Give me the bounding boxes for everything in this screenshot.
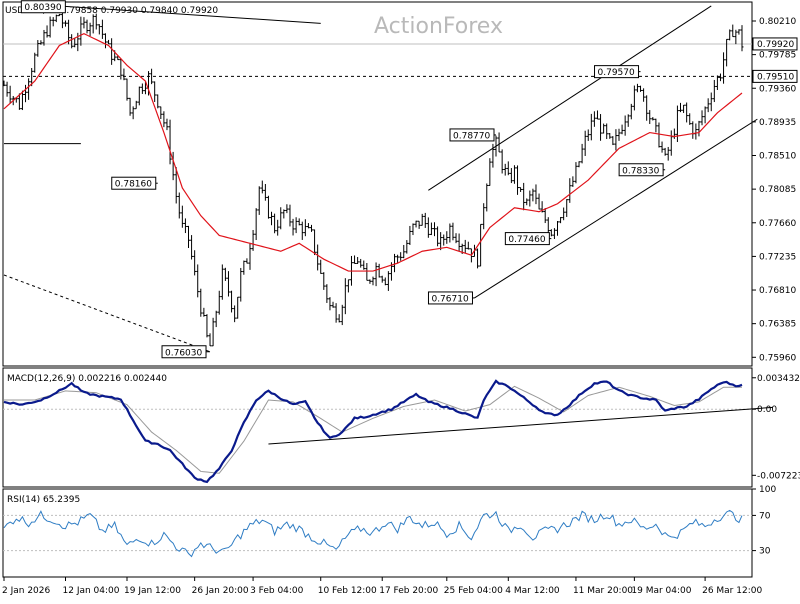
x-tick-label: 19 Jan 12:00 — [124, 586, 181, 596]
price-tick-label: 0.80210 — [759, 17, 796, 27]
price-tick-label: 0.79360 — [759, 84, 796, 94]
trendline — [3, 274, 211, 353]
annotation-label: 0.78770 — [453, 131, 490, 141]
x-tick-label: 3 Feb 04:00 — [250, 586, 304, 596]
price-tick-label: 0.77660 — [759, 219, 796, 229]
price-panel-frame — [2, 1, 753, 367]
annotation-box — [111, 176, 157, 190]
rsi-panel-frame — [2, 488, 753, 578]
price-tick-label: 0.78085 — [759, 185, 796, 195]
macd-panel-frame — [2, 367, 753, 488]
annotation-label: 0.76030 — [165, 348, 202, 358]
annotation-label: 0.78160 — [115, 180, 152, 190]
annotation-box — [449, 128, 495, 142]
annotation-box — [618, 163, 664, 177]
trendline — [59, 5, 321, 24]
annotation-box — [161, 345, 207, 359]
macd-tick-label: 0.003432 — [757, 374, 800, 384]
price-tick-label: 0.78935 — [759, 118, 796, 128]
rsi-tick-label: 30 — [759, 547, 771, 557]
macd-trendline — [268, 406, 773, 445]
price-tick-label: 0.79785 — [759, 51, 796, 61]
annotation-label: 0.78330 — [622, 166, 659, 176]
x-tick-label: 26 Jan 20:00 — [192, 586, 249, 596]
current-price-box — [752, 37, 798, 51]
annotation-box — [20, 0, 66, 14]
symbol-header: USDCHF,H4 0.79858 0.79930 0.79840 0.7992… — [5, 6, 218, 16]
x-tick-label: 2 Jan 2026 — [2, 586, 50, 596]
rsi-tick-label: 70 — [759, 511, 771, 521]
annotation-box — [504, 232, 550, 246]
reference-level-box — [752, 69, 798, 83]
x-tick-label: 4 Mar 12:00 — [505, 586, 560, 596]
price-tick-label: 0.75960 — [759, 353, 796, 363]
rsi-line — [3, 509, 743, 558]
current-price-label: 0.79920 — [757, 40, 794, 50]
x-tick-label: 19 Mar 04:00 — [631, 586, 691, 596]
trendline — [428, 5, 712, 191]
annotation-box — [594, 65, 640, 79]
x-tick-label: 26 Mar 12:00 — [702, 586, 762, 596]
macd-tick-label: 0.00 — [757, 405, 777, 415]
x-tick-label: 17 Feb 20:00 — [379, 586, 438, 596]
x-tick-label: 10 Feb 12:00 — [318, 586, 377, 596]
price-tick-label: 0.76810 — [759, 286, 796, 296]
annotation-label: 0.77460 — [508, 235, 545, 245]
price-tick-label: 0.77235 — [759, 252, 796, 262]
macd-header: MACD(12,26,9) 0.002216 0.002440 — [7, 374, 167, 384]
annotation-label: 0.80390 — [24, 3, 61, 13]
reference-level-label: 0.79510 — [757, 72, 794, 82]
rsi-tick-label: 100 — [759, 485, 776, 495]
macd-signal-line — [4, 385, 742, 474]
trendline — [474, 118, 758, 299]
moving-average-line — [3, 32, 743, 272]
macd-line — [3, 379, 743, 484]
x-tick-label: 11 Mar 20:00 — [573, 586, 633, 596]
annotation-label: 0.79570 — [598, 68, 635, 78]
x-tick-label: 12 Jan 04:00 — [63, 586, 120, 596]
watermark: ActionForex — [374, 14, 503, 39]
annotation-label: 0.76710 — [431, 294, 468, 304]
x-tick-label: 25 Feb 04:00 — [444, 586, 503, 596]
annotation-box — [427, 291, 473, 305]
price-tick-label: 0.78510 — [759, 152, 796, 162]
macd-tick-label: -0.007223 — [757, 471, 800, 481]
rsi-header: RSI(14) 65.2395 — [7, 495, 80, 505]
price-tick-label: 0.76385 — [759, 320, 796, 330]
